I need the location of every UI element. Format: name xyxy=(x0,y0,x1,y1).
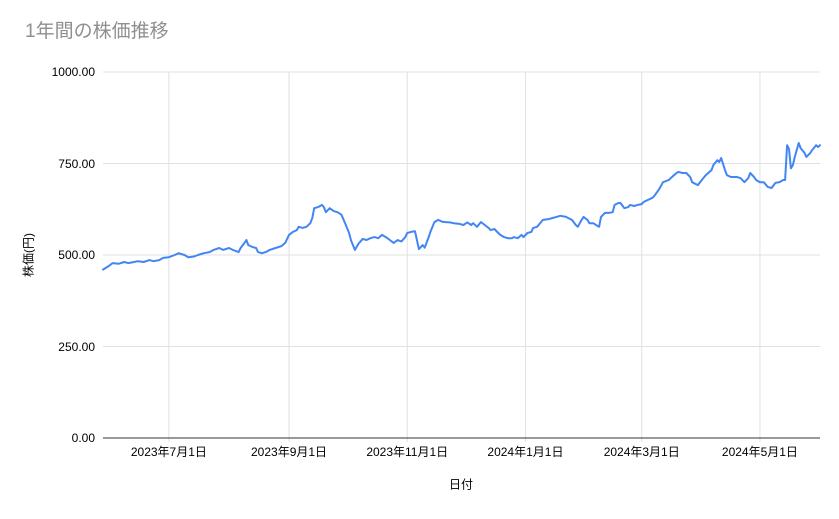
gridlines xyxy=(103,71,820,442)
x-tick-label: 2024年5月1日 xyxy=(721,445,798,459)
y-axis-title: 株価(円) xyxy=(21,233,36,277)
y-tick-label: 1000.00 xyxy=(51,65,95,79)
price-line-series xyxy=(102,142,821,271)
x-tick-label: 2023年11月1日 xyxy=(366,445,449,459)
y-tick-label: 250.00 xyxy=(58,339,95,354)
y-tick-label: 500.00 xyxy=(58,248,95,262)
y-tick-label: 0.00 xyxy=(71,431,95,445)
x-tick-label: 2024年3月1日 xyxy=(603,445,680,459)
x-tick-label: 2023年9月1日 xyxy=(251,445,328,459)
x-axis-title: 日付 xyxy=(448,477,474,492)
x-tick-label: 2024年1月1日 xyxy=(487,445,564,459)
chart-title: 1年間の株価推移 xyxy=(25,21,169,42)
x-tick-label: 2023年7月1日 xyxy=(130,445,207,459)
y-tick-label: 750.00 xyxy=(58,156,95,171)
